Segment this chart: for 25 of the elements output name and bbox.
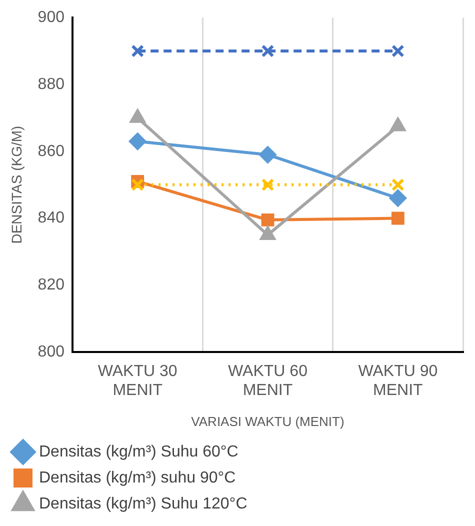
y-tick-label: 840 — [38, 210, 65, 227]
point — [129, 132, 146, 150]
y-tick-label: 820 — [38, 276, 65, 294]
x-tick-label: WAKTU 90 MENIT — [358, 363, 438, 400]
x-axis-title: VARIASI WAKTU (MENIT) — [191, 414, 344, 429]
point — [391, 212, 404, 225]
y-tick-label: 880 — [38, 76, 65, 93]
x-tick-label: WAKTU 60 MENIT — [228, 363, 308, 400]
x-tick-label: WAKTU 30 MENIT — [98, 363, 178, 400]
y-tick-label: 800 — [38, 343, 65, 360]
legend-label: Densitas (kg/m³) Suhu 120°C — [39, 495, 248, 512]
point — [391, 178, 404, 192]
point — [131, 178, 144, 192]
legend-label: Densitas (kg/m³) Suhu 60°C — [39, 443, 238, 460]
point — [261, 44, 274, 58]
y-tick-label: 860 — [38, 142, 65, 160]
legend-label: Densitas (kg/m³) suhu 90°C — [39, 469, 236, 486]
point — [261, 213, 274, 226]
point — [391, 44, 404, 58]
point — [259, 146, 276, 164]
point — [389, 190, 406, 207]
y-axis-title: DENSITAS (KG/M) — [8, 126, 24, 244]
point — [131, 44, 144, 58]
point — [261, 178, 274, 192]
y-tick-label: 900 — [38, 9, 65, 26]
